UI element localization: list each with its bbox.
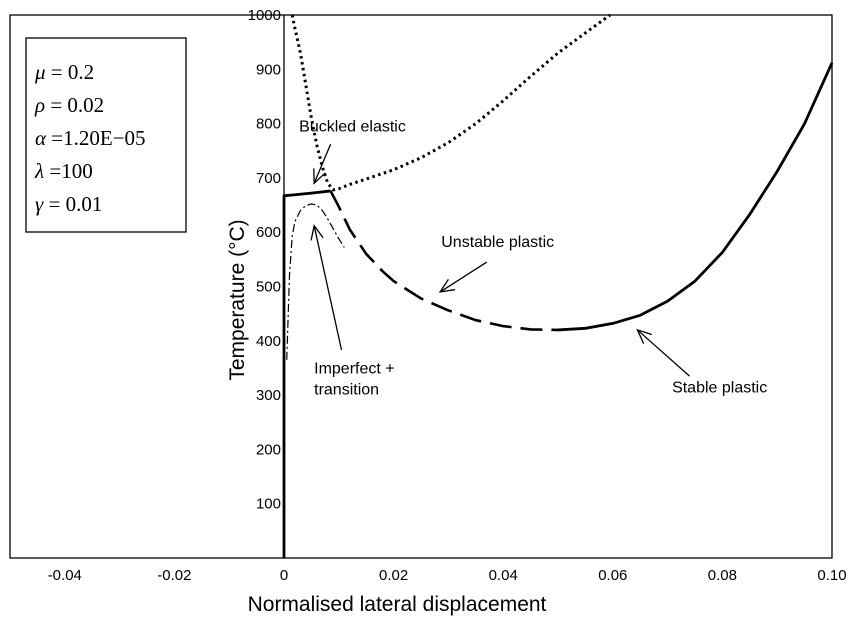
- x-tick-labels: -0.04 -0.02 0 0.02 0.04 0.06 0.08 0.10: [48, 567, 847, 584]
- series-layer: [282, 13, 834, 558]
- x-tick-label: -0.04: [48, 567, 82, 584]
- annotation-label: Buckled elastic: [299, 119, 406, 136]
- y-tick-label: 900: [256, 61, 281, 78]
- x-tick-label: 0.06: [598, 567, 627, 584]
- annotation-arrow: [439, 261, 488, 293]
- param-rho: ρ = 0.02: [34, 93, 104, 117]
- y-tick-label: 600: [256, 224, 281, 241]
- parameter-box: μ = 0.2 ρ = 0.02 α =1.20E−05 λ =100 γ = …: [25, 37, 187, 233]
- y-axis-label: Temperature (°C): [226, 219, 249, 380]
- param-mu: μ = 0.2: [34, 60, 94, 84]
- y-tick-label: 100: [256, 496, 281, 513]
- parameter-box-frame: [25, 37, 187, 233]
- x-tick-label: -0.02: [157, 567, 191, 584]
- y-tick-label: 300: [256, 387, 281, 404]
- annotation-arrow: [313, 225, 343, 351]
- param-gamma: γ = 0.01: [35, 192, 102, 216]
- x-tick-label: 0.04: [489, 567, 518, 584]
- x-tick-label: 0.02: [379, 567, 408, 584]
- y-tick-label: 1000: [248, 7, 281, 24]
- series-line-4: [286, 203, 345, 360]
- x-tick-label: 0.08: [708, 567, 737, 584]
- series-line-2: [329, 190, 559, 332]
- x-tick-label: 0: [280, 567, 288, 584]
- annotation-label: Imperfect + transition: [314, 360, 394, 398]
- x-tick-label: 0.10: [817, 567, 846, 584]
- y-tick-label: 500: [256, 279, 281, 296]
- param-alpha: α =1.20E−05: [35, 126, 146, 150]
- y-tick-label: 400: [256, 333, 281, 350]
- y-tick-label: 800: [256, 116, 281, 133]
- annotation-arrow: [637, 329, 690, 377]
- y-tick-labels: 100 200 300 400 500 600 700 800 900 1000: [248, 7, 281, 513]
- series-line-3: [557, 62, 834, 332]
- annotation-arrowhead: [310, 224, 324, 241]
- x-axis-label: Normalised lateral displacement: [248, 593, 547, 616]
- series-line-0: [282, 189, 331, 558]
- annotation-label: Unstable plastic: [441, 234, 554, 251]
- series-line-1: [290, 13, 611, 192]
- annotation-arrowhead: [636, 328, 652, 344]
- annotation-label: Stable plastic: [672, 379, 767, 396]
- annotation-arrowhead: [313, 168, 326, 185]
- annotation-arrow: [313, 143, 332, 184]
- annotation-arrowhead: [438, 279, 456, 293]
- annotation-layer: Buckled elastic Unstable plastic Imperfect…: [299, 119, 767, 399]
- y-tick-label: 200: [256, 441, 281, 458]
- plot-frame: [9, 14, 833, 559]
- param-lambda: λ =100: [34, 159, 93, 183]
- y-tick-label: 700: [256, 170, 281, 187]
